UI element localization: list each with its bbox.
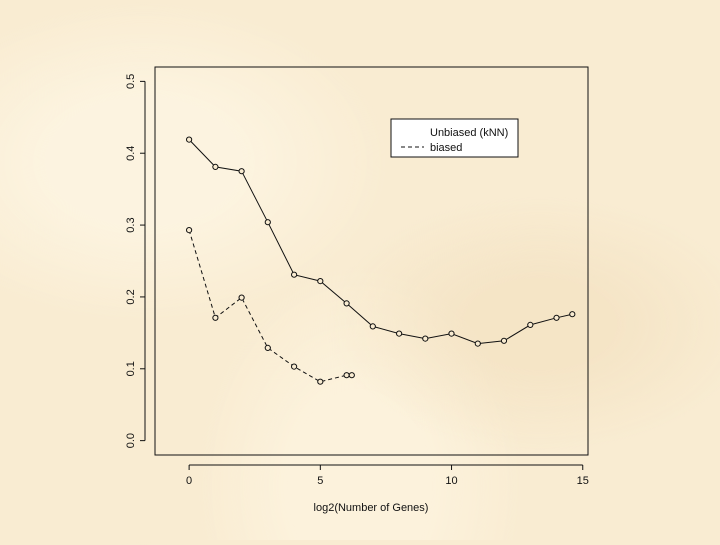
data-point (348, 372, 355, 379)
y-tick-label: 0.3 (125, 217, 137, 232)
data-point (317, 378, 324, 385)
legend-label-unbiased: Unbiased (kNN) (430, 127, 508, 139)
x-tick-label: 5 (317, 475, 323, 487)
data-point (343, 372, 350, 379)
x-axis-label: log2(Number of Genes) (314, 502, 429, 514)
y-tick-label: 0.4 (125, 146, 137, 161)
data-point (448, 330, 455, 337)
data-point (500, 337, 508, 344)
data-point (264, 219, 271, 226)
data-point (291, 363, 298, 370)
data-point (422, 335, 429, 342)
data-point (369, 323, 376, 330)
data-point (317, 278, 324, 285)
data-point (186, 136, 193, 143)
data-point (238, 294, 245, 301)
data-point (238, 168, 245, 175)
series-points (186, 136, 576, 385)
x-tick-label: 10 (445, 475, 457, 487)
data-point (264, 344, 271, 351)
data-point (527, 321, 534, 328)
y-tick-label: 0.2 (125, 289, 137, 304)
plot-frame (154, 66, 589, 456)
series-lines (188, 139, 573, 383)
data-point (569, 311, 576, 318)
data-point (212, 163, 219, 170)
data-point (343, 300, 350, 307)
data-point (396, 330, 403, 337)
legend-box (390, 118, 519, 158)
axes: 0 5 10 15 0.0 0.1 0.2 0.3 0.4 0.5 (125, 74, 589, 487)
legend: Unbiased (kNN) biased (390, 118, 519, 158)
y-tick-label: 0.0 (125, 433, 137, 448)
data-point (212, 314, 219, 321)
series-line-1 (188, 229, 352, 383)
data-point (474, 340, 481, 347)
y-tick-label: 0.1 (125, 361, 137, 376)
legend-label-biased: biased (430, 142, 462, 154)
y-tick-label: 0.5 (125, 74, 137, 89)
data-point (186, 227, 193, 234)
data-point (553, 314, 560, 321)
x-tick-label: 15 (577, 475, 589, 487)
series-line-0 (188, 139, 573, 345)
data-point (291, 271, 298, 278)
x-tick-label: 0 (186, 475, 192, 487)
